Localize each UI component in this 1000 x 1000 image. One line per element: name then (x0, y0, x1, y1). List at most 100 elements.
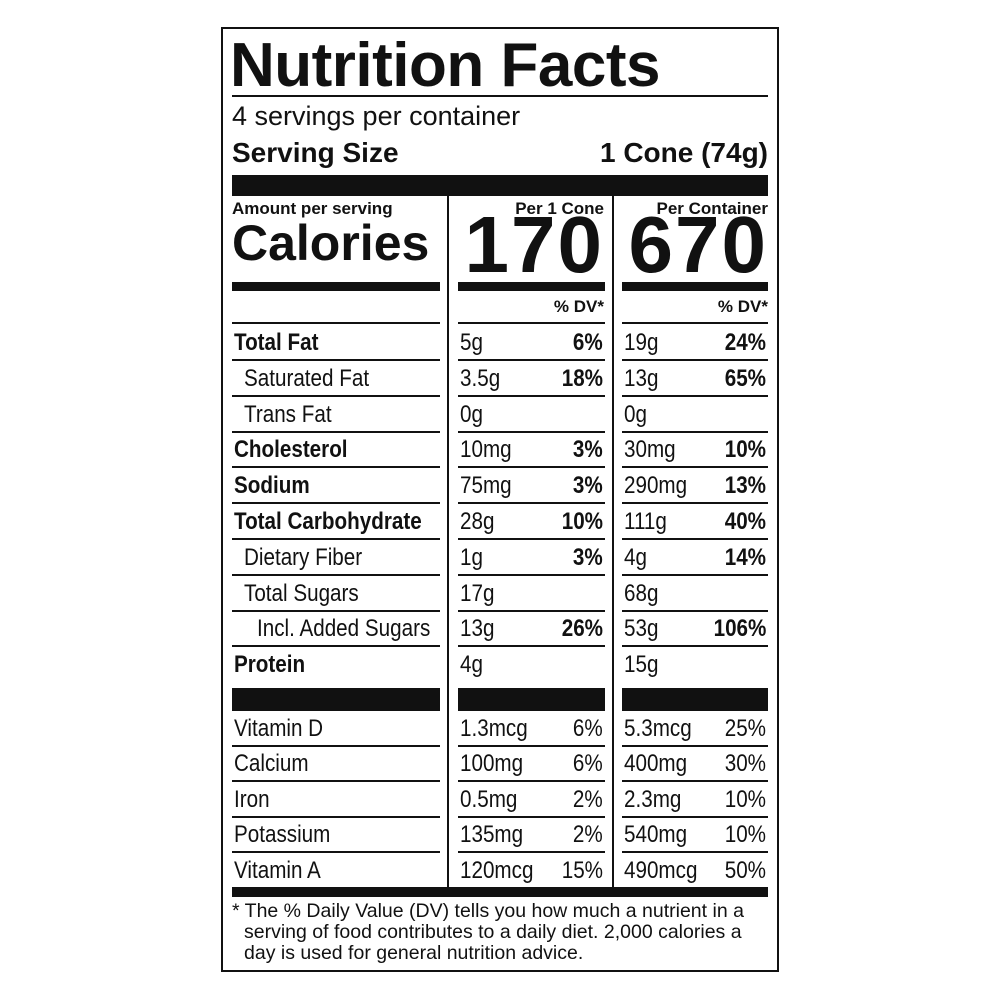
divider (232, 322, 440, 324)
per-serving-cell: 0g (458, 397, 605, 433)
amount-per-serving-label: Amount per serving (232, 199, 393, 218)
amount: 28g (460, 508, 495, 535)
calories-per-container: 670 (628, 200, 768, 289)
divider (622, 322, 768, 324)
amount: 3.5g (460, 364, 501, 392)
nutrient-name-cell: Iron (232, 782, 440, 818)
daily-value: 24% (724, 329, 766, 356)
amount: 540mg (624, 821, 688, 849)
column-divider (612, 196, 614, 887)
amount: 1.3mcg (460, 715, 528, 742)
per-container-cell: 5.3mcg 25% (622, 711, 768, 747)
label-border (221, 27, 779, 972)
per-serving-cell: 10mg 3% (458, 432, 605, 469)
per-container-cell: 19g 24% (622, 325, 768, 361)
daily-value: 26% (561, 615, 603, 643)
nutrient-name-cell: Vitamin A (232, 853, 440, 887)
column-divider (447, 196, 449, 887)
nutrient-name-cell: Trans Fat (232, 397, 440, 433)
nutrient-row: Saturated Fat 3.5g 18% 13g 65% (0, 361, 1000, 397)
amount: 100mg (460, 750, 524, 778)
daily-value: 2% (573, 785, 603, 813)
nutrient-name-cell: Calcium (232, 746, 440, 783)
per-container-cell: 4g 14% (622, 540, 768, 576)
daily-value: 13% (724, 472, 766, 500)
column-header-per-container: Per Container (656, 199, 768, 218)
nutrient-name: Sodium (234, 472, 310, 500)
daily-value: 10% (724, 436, 766, 464)
amount: 75mg (460, 472, 512, 500)
per-serving-cell: 135mg 2% (458, 817, 605, 854)
nutrient-row: Incl. Added Sugars 13g 26% 53g 106% (0, 611, 1000, 648)
daily-value: 40% (724, 508, 766, 535)
amount: 4g (460, 651, 483, 679)
per-container-cell: 68g (622, 576, 768, 612)
nutrient-name: Total Carbohydrate (234, 508, 422, 535)
nutrient-name: Vitamin A (234, 856, 321, 884)
nutrient-row: Protein 4g 15g (0, 647, 1000, 683)
amount: 135mg (460, 821, 524, 849)
amount: 111g (624, 508, 667, 535)
per-serving-cell: 75mg 3% (458, 468, 605, 505)
per-container-cell: 15g (622, 647, 768, 681)
vitamin-row: Iron 0.5mg 2% 2.3mg 10% (0, 782, 1000, 818)
daily-value: 3% (573, 436, 603, 464)
per-container-cell: 13g 65% (622, 361, 768, 397)
per-container-cell: 0g (622, 397, 768, 433)
nutrient-name-cell: Total Sugars (232, 576, 440, 612)
serving-size-value: 1 Cone (74g) (599, 137, 768, 168)
daily-value: 10% (561, 508, 603, 535)
nutrient-name: Vitamin D (234, 715, 324, 742)
vitamin-row: Potassium 135mg 2% 540mg 10% (0, 817, 1000, 854)
nutrient-row: Total Carbohydrate 28g 10% 111g 40% (0, 504, 1000, 540)
column-header-per-serving: Per 1 Cone (515, 199, 604, 218)
footnote-text: * The % Daily Value (DV) tells you how m… (232, 900, 744, 964)
servings-per-container: 4 servings per container (232, 101, 521, 131)
nutrient-name: Calcium (234, 750, 309, 778)
nutrient-name: Total Sugars (244, 579, 359, 607)
nutrient-name: Potassium (234, 821, 331, 849)
thick-divider-vitamins (622, 688, 768, 711)
calories-label: Calories (232, 215, 430, 271)
per-serving-cell: 0.5mg 2% (458, 782, 605, 818)
per-serving-cell: 28g 10% (458, 504, 605, 540)
amount: 490mcg (624, 856, 698, 884)
amount: 5g (460, 329, 483, 356)
amount: 13g (624, 364, 659, 392)
nutrient-name: Iron (234, 785, 270, 813)
daily-value: 6% (573, 750, 603, 778)
per-container-cell: 2.3mg 10% (622, 782, 768, 818)
per-container-cell: 490mcg 50% (622, 853, 768, 887)
per-serving-cell: 100mg 6% (458, 746, 605, 783)
daily-value: 2% (573, 821, 603, 849)
amount: 0.5mg (460, 785, 518, 813)
amount: 15g (624, 651, 659, 679)
nutrient-row: Trans Fat 0g 0g (0, 397, 1000, 433)
thick-divider-top (232, 175, 768, 196)
dv-header-per-serving: % DV* (553, 297, 604, 316)
daily-value: 14% (724, 543, 766, 571)
per-serving-cell: 1g 3% (458, 540, 605, 576)
per-container-cell: 540mg 10% (622, 817, 768, 854)
calories-divider (232, 282, 440, 291)
daily-value: 30% (724, 750, 766, 778)
amount: 30mg (624, 436, 676, 464)
daily-value: 6% (573, 329, 603, 356)
nutrient-name: Trans Fat (244, 400, 332, 428)
nutrient-row: Total Sugars 17g 68g (0, 576, 1000, 612)
thick-divider-vitamins (232, 688, 440, 711)
per-container-cell: 290mg 13% (622, 468, 768, 505)
per-serving-cell: 3.5g 18% (458, 361, 605, 397)
amount: 5.3mcg (624, 715, 692, 742)
nutrient-name-cell: Potassium (232, 817, 440, 854)
amount: 10mg (460, 436, 512, 464)
per-serving-cell: 120mcg 15% (458, 853, 605, 887)
per-container-cell: 111g 40% (622, 504, 768, 540)
daily-value: 3% (573, 543, 603, 571)
per-serving-cell: 17g (458, 576, 605, 612)
nutrient-name: Saturated Fat (244, 364, 370, 392)
amount: 17g (460, 579, 495, 607)
nutrient-name: Total Fat (234, 329, 319, 356)
nutrient-name: Cholesterol (234, 436, 348, 464)
amount: 19g (624, 329, 659, 356)
